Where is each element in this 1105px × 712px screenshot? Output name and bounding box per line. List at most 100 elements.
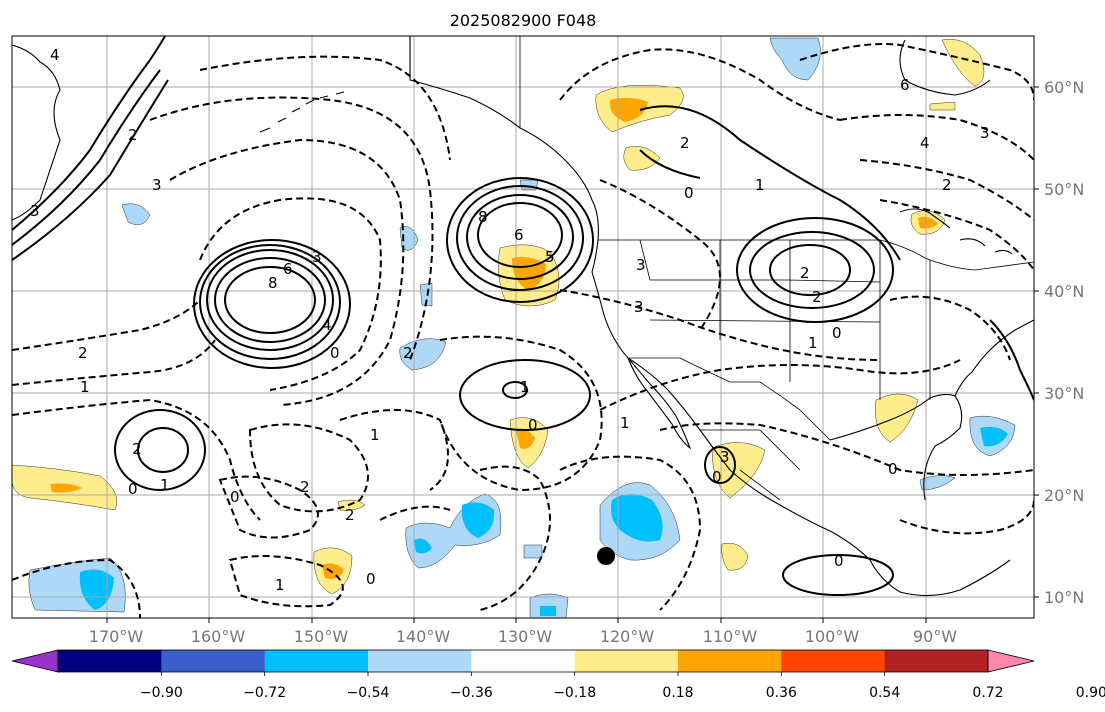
coastlines (12, 36, 1034, 597)
positive-anomaly-core (50, 483, 82, 493)
contour-label: 3 (720, 448, 730, 466)
positive-anomaly-area (941, 39, 985, 87)
contour-label: 3 (634, 298, 644, 316)
negative-anomaly-area (769, 37, 821, 81)
negative-anomaly-area (121, 203, 151, 225)
colorbar-tick-labels: −0.90 −0.72 −0.54 −0.36 −0.18 0.18 0.36 … (140, 685, 1105, 701)
contour-label: 0 (330, 344, 340, 362)
contour-label: 5 (545, 248, 555, 266)
contour-label: 3 (152, 176, 162, 194)
contour-label: 0 (832, 324, 842, 342)
positive-anomaly-area (875, 393, 919, 443)
lon-label: 100°W (805, 627, 860, 646)
contour-label: 2 (942, 176, 952, 194)
colorbar-tick-label: −0.18 (553, 685, 596, 701)
mexico-interior-borders (700, 429, 801, 501)
negative-anomaly-core (414, 538, 432, 554)
map-ticks (106, 86, 1039, 623)
positive-anomaly-area (929, 101, 956, 111)
contour-label: 2 (132, 440, 142, 458)
contour-label: 2 (345, 506, 355, 524)
negative-anomaly-core (611, 494, 663, 542)
hudson-bay (899, 39, 991, 96)
contour-label: 4 (50, 46, 60, 64)
contour-label: 8 (268, 274, 278, 292)
contour-label: 3 (312, 248, 322, 266)
positive-anomaly-area (721, 543, 749, 571)
positive-anomaly-area (337, 499, 366, 511)
storm-center-dot (597, 547, 615, 565)
colorbar-tick-label: 0.36 (766, 685, 797, 701)
colorbar-tick-label: −0.72 (243, 685, 286, 701)
colorbar-segment (471, 650, 576, 672)
colorbar-segment (58, 650, 162, 672)
latitude-labels: 60°N 50°N 40°N 30°N 20°N 10°N (1044, 78, 1084, 607)
contour-label: 2 (128, 126, 138, 144)
negative-anomaly-area (919, 475, 956, 491)
us-state-borders (639, 239, 931, 400)
colorbar-tick-label: −0.36 (450, 685, 493, 701)
lat-label: 30°N (1044, 384, 1084, 403)
longitude-labels: 170°W 160°W 150°W 140°W 130°W 120°W 110°… (89, 627, 957, 646)
negative-anomaly-core (540, 606, 556, 616)
map-title: 2025082900 F048 (450, 11, 597, 30)
central-us-contours (639, 105, 901, 323)
contour-label: 1 (808, 334, 818, 352)
lon-label: 110°W (703, 627, 758, 646)
contour-label: 6 (900, 76, 910, 94)
contour-label: 3 (636, 256, 646, 274)
negative-anomaly-area (399, 338, 447, 371)
lon-label: 160°W (191, 627, 246, 646)
colorbar-extend-high (987, 649, 1035, 673)
lon-label: 130°W (498, 627, 553, 646)
negative-anomaly-area (419, 282, 433, 307)
lon-label: 170°W (89, 627, 144, 646)
map-area: 4 2 3 3 6 8 3 4 2 1 2 1 0 1 2 1 6 8 5 3 … (12, 36, 1034, 618)
contour-lines (12, 36, 1034, 618)
colorbar-segment (368, 650, 472, 672)
negative-contours (12, 43, 1034, 618)
gulf-of-alaska-contours (446, 177, 594, 303)
contour-label: 2 (403, 344, 413, 362)
great-lakes (899, 208, 1013, 255)
lat-label: 10°N (1044, 588, 1084, 607)
contour-label: 0 (712, 468, 722, 486)
siberia-coast (12, 44, 61, 221)
contour-label: 2 (300, 478, 310, 496)
contour-label: 1 (160, 476, 170, 494)
contour-label: 2 (800, 264, 810, 282)
contour-label: 3 (980, 124, 990, 142)
lon-label: 150°W (294, 627, 349, 646)
negative-anomaly-core (79, 569, 114, 610)
lon-label: 90°W (913, 627, 957, 646)
positive-anomaly-area (711, 442, 766, 499)
north-america-west-coast (591, 239, 1011, 597)
contour-label: 0 (834, 552, 844, 570)
positive-anomaly-area (623, 146, 661, 171)
lat-label: 50°N (1044, 180, 1084, 199)
negative-anomaly-core (980, 426, 1008, 447)
alaska-coast (409, 36, 599, 241)
colorbar-frame (57, 649, 989, 673)
contour-label: 2 (680, 134, 690, 152)
contour-label: 0 (230, 488, 240, 506)
colorbar (11, 649, 1035, 676)
colorbar-segment (161, 650, 266, 672)
colorbar-tick-label: 0.18 (662, 685, 693, 701)
contour-label: 0 (888, 460, 898, 478)
colorbar-tick-label: −0.54 (347, 685, 390, 701)
colorbar-segment (781, 650, 886, 672)
positive-anomaly-core (918, 216, 938, 229)
east-coast-contour (989, 319, 1034, 401)
contour-label: 2 (812, 288, 822, 306)
mid-pacific-contour-inner (502, 381, 528, 399)
mexico-west-contour (704, 446, 736, 484)
contour-label: 6 (514, 226, 524, 244)
contour-label: 1 (755, 176, 765, 194)
colorbar-segment (678, 650, 782, 672)
siberia-ridge-contours (12, 36, 169, 261)
contour-label: 1 (275, 576, 285, 594)
us-mexico-border (628, 357, 831, 441)
contour-label: 0 (366, 570, 376, 588)
contour-label: 4 (322, 316, 332, 334)
